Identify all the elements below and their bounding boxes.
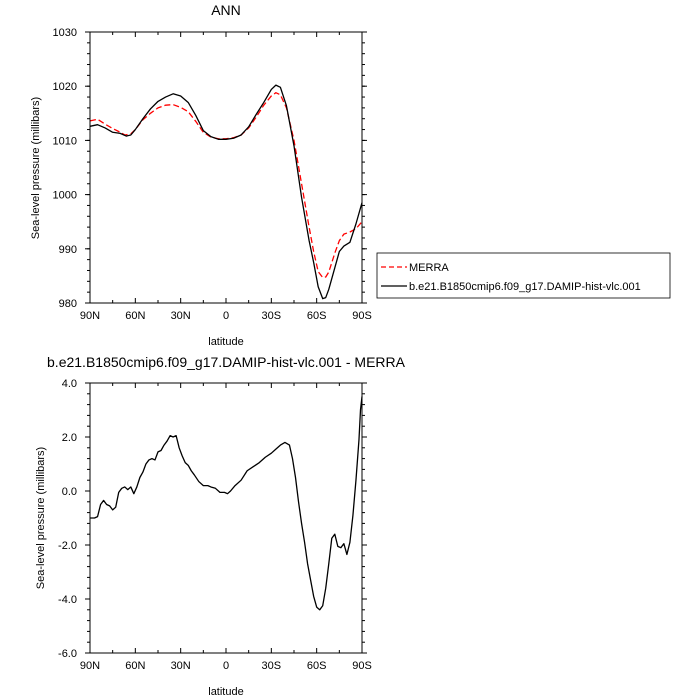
y-tick-label: 1000 <box>53 190 77 202</box>
top-chart-xlabel: latitude <box>208 336 243 348</box>
x-tick-label: 90N <box>80 660 100 672</box>
top-chart-title: ANN <box>211 2 241 18</box>
y-tick-label: 1030 <box>53 27 77 39</box>
y-tick-label: -6.0 <box>58 648 77 660</box>
x-tick-label: 0 <box>223 660 229 672</box>
bottom-chart-frame <box>89 382 363 654</box>
x-tick-label: 90S <box>352 660 372 672</box>
y-tick-label: 1020 <box>53 81 77 93</box>
x-tick-label: 60N <box>125 310 145 322</box>
top-chart-ticks <box>85 31 367 304</box>
top-chart-frame <box>89 31 363 304</box>
y-tick-label: 980 <box>59 298 77 310</box>
x-tick-label: 90N <box>80 310 100 322</box>
bottom-chart-ylabel: Sea-level pressure (millibars) <box>35 447 47 589</box>
x-tick-label: 90S <box>352 310 372 322</box>
bottom-chart-ticks <box>85 382 367 654</box>
y-tick-label: 4.0 <box>62 378 77 390</box>
y-tick-label: 990 <box>59 244 77 256</box>
y-tick-label: -4.0 <box>58 594 77 606</box>
x-tick-label: 30N <box>171 660 191 672</box>
x-tick-label: 60N <box>125 660 145 672</box>
top-chart-tick-labels: 90N 60N 30N 0 30S 60S 90S 980 990 1000 1010 1020 103… <box>53 27 372 322</box>
top-series-line-1 <box>89 84 363 300</box>
bottom-chart-xlabel: latitude <box>208 686 243 698</box>
y-tick-label: -2.0 <box>58 540 77 552</box>
bottom-series-line-0 <box>90 396 363 611</box>
x-tick-label: 30N <box>171 310 191 322</box>
top-series-line-0 <box>89 92 363 279</box>
legend-label-merra: MERRA <box>409 262 449 274</box>
bottom-chart: b.e21.B1850cmip6.f09_g17.DAMIP-hist-vlc.… <box>35 354 406 698</box>
top-chart-series <box>89 84 363 300</box>
legend-label-model: b.e21.B1850cmip6.f09_g17.DAMIP-hist-vlc.… <box>409 281 641 293</box>
bottom-chart-tick-labels: 90N 60N 30N 0 30S 60S 90S -6.0 -4.0 -2.0 0.0 2.0 4.0 <box>58 378 372 672</box>
bottom-chart-series <box>90 396 363 611</box>
x-tick-label: 0 <box>223 310 229 322</box>
x-tick-label: 60S <box>307 310 327 322</box>
y-tick-label: 1010 <box>53 135 77 147</box>
y-tick-label: 0.0 <box>62 486 77 498</box>
x-tick-label: 30S <box>262 660 282 672</box>
top-chart-ylabel: Sea-level pressure (millibars) <box>30 97 42 239</box>
x-tick-label: 30S <box>262 310 282 322</box>
x-tick-label: 60S <box>307 660 327 672</box>
legend: MERRA b.e21.B1850cmip6.f09_g17.DAMIP-his… <box>376 252 671 299</box>
top-chart: ANN 90N 60N 30N 0 30S 60S 90S 980 990 1000 1010 102… <box>30 2 372 348</box>
legend-box <box>376 252 671 299</box>
bottom-chart-title: b.e21.B1850cmip6.f09_g17.DAMIP-hist-vlc.… <box>47 354 406 370</box>
y-tick-label: 2.0 <box>62 432 77 444</box>
